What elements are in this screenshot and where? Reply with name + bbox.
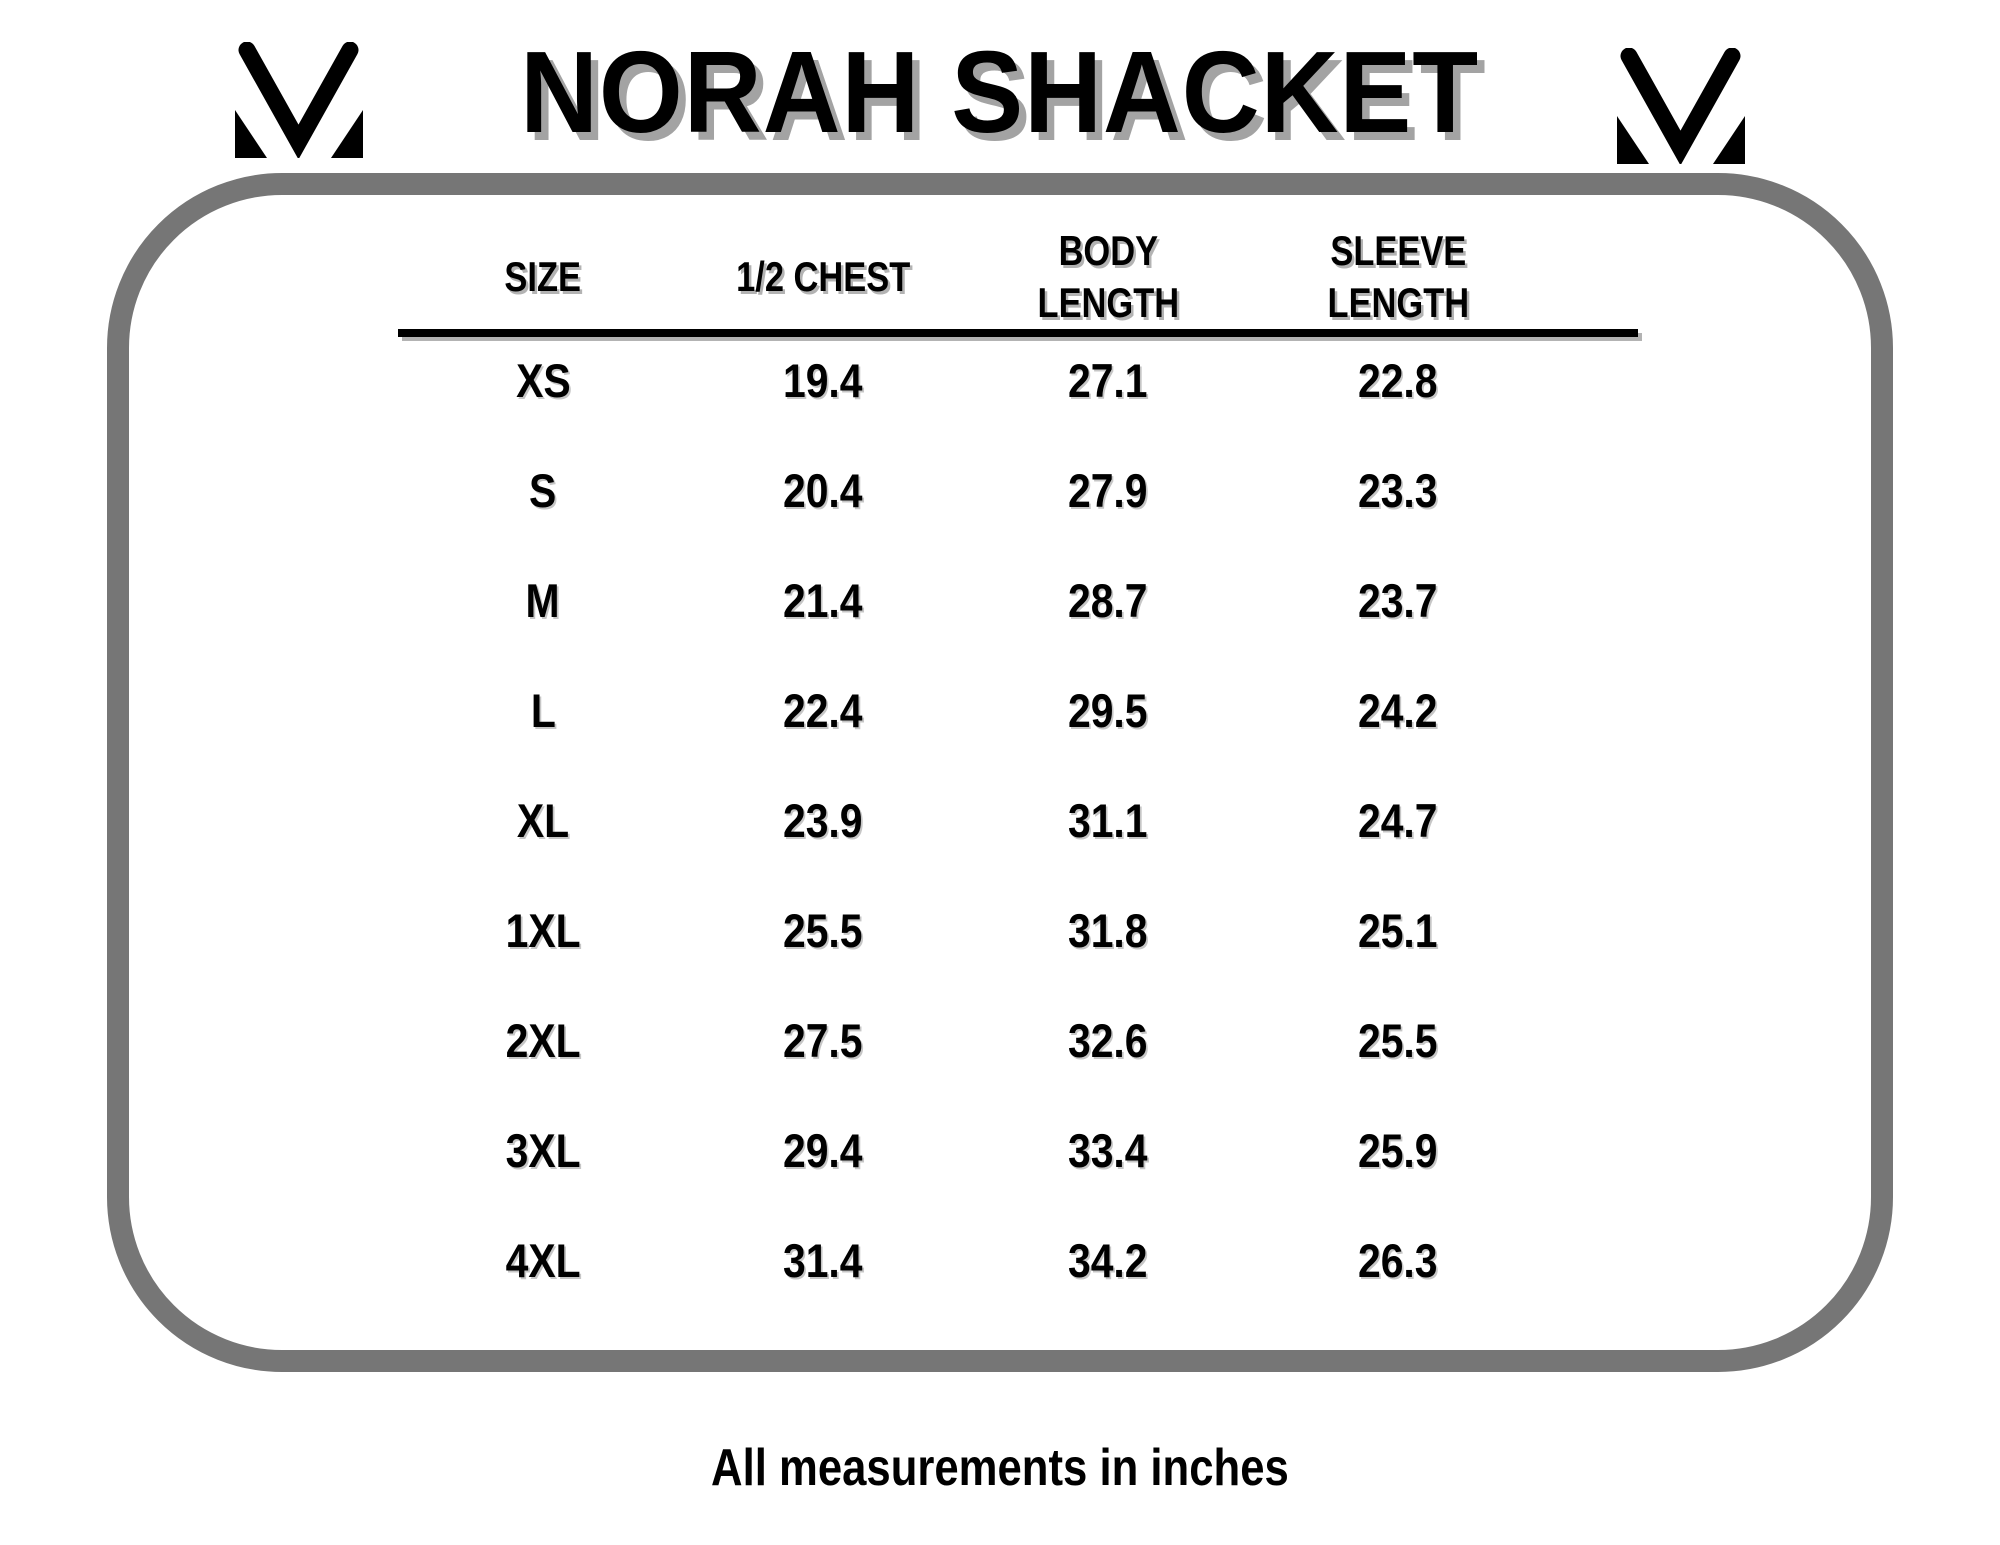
measurement-value: 27.5 bbox=[783, 1013, 863, 1067]
size-chart-panel bbox=[107, 173, 1893, 1372]
size-label-cell: S bbox=[398, 435, 688, 545]
size-label: 2XL bbox=[505, 1013, 581, 1067]
measurement-value-cell: 28.7 bbox=[958, 545, 1258, 655]
measurement-value: 29.4 bbox=[783, 1123, 863, 1177]
measurement-value: 34.2 bbox=[1068, 1233, 1148, 1287]
size-label: XL bbox=[516, 793, 570, 847]
measurement-value-cell: 27.9 bbox=[958, 435, 1258, 545]
brand-logo-left bbox=[235, 42, 363, 158]
header-separator-line bbox=[398, 329, 1638, 337]
measurement-value-cell: 25.9 bbox=[1258, 1095, 1538, 1205]
measurement-value-cell: 32.6 bbox=[958, 985, 1258, 1095]
page-title: NORAH SHACKET bbox=[0, 34, 2000, 150]
measurement-value: 23.3 bbox=[1358, 463, 1438, 517]
measurement-value: 19.4 bbox=[783, 353, 863, 407]
measurement-value-cell: 26.3 bbox=[1258, 1205, 1538, 1315]
measurement-value-cell: 25.5 bbox=[688, 875, 958, 985]
measurement-value-cell: 24.2 bbox=[1258, 655, 1538, 765]
measurement-value: 26.3 bbox=[1358, 1233, 1438, 1287]
measurement-value-cell: 22.4 bbox=[688, 655, 958, 765]
measurements-note: All measurements in inches bbox=[0, 1438, 2000, 1498]
measurement-value: 32.6 bbox=[1068, 1013, 1148, 1067]
measurement-value: 24.7 bbox=[1358, 793, 1438, 847]
size-label-cell: M bbox=[398, 545, 688, 655]
size-label-cell: 4XL bbox=[398, 1205, 688, 1315]
m-monogram-icon bbox=[235, 42, 363, 158]
measurement-value: 31.8 bbox=[1068, 903, 1148, 957]
size-label: S bbox=[529, 463, 557, 517]
measurement-value: 25.9 bbox=[1358, 1123, 1438, 1177]
m-monogram-icon bbox=[1617, 48, 1745, 164]
column-header-label: BODY LENGTH bbox=[1037, 227, 1179, 326]
table-body: XS 19.4 27.1 22.8 S 20.4 27.9 23.3 M 21.4 28.7 23.7… bbox=[398, 325, 1538, 1315]
column-header-label: SIZE bbox=[504, 253, 582, 300]
size-label: XS bbox=[515, 353, 571, 407]
brand-logo-right bbox=[1617, 48, 1745, 164]
measurement-value-cell: 23.9 bbox=[688, 765, 958, 875]
measurement-value-cell: 21.4 bbox=[688, 545, 958, 655]
measurement-value-cell: 25.5 bbox=[1258, 985, 1538, 1095]
page-title-text: NORAH SHACKET bbox=[520, 27, 1480, 157]
measurement-value: 22.4 bbox=[783, 683, 863, 737]
size-label: 1XL bbox=[505, 903, 581, 957]
measurement-value-cell: 34.2 bbox=[958, 1205, 1258, 1315]
size-label-cell: 1XL bbox=[398, 875, 688, 985]
column-header-half-chest: 1/2 CHEST bbox=[688, 212, 958, 342]
measurement-value: 23.7 bbox=[1358, 573, 1438, 627]
measurement-value: 31.4 bbox=[783, 1233, 863, 1287]
measurement-value: 28.7 bbox=[1068, 573, 1148, 627]
measurement-value: 33.4 bbox=[1068, 1123, 1148, 1177]
size-label: L bbox=[530, 683, 556, 737]
measurement-value: 27.9 bbox=[1068, 463, 1148, 517]
measurement-value-cell: 31.8 bbox=[958, 875, 1258, 985]
measurements-note-text: All measurements in inches bbox=[711, 1439, 1289, 1497]
measurement-value: 27.1 bbox=[1068, 353, 1148, 407]
measurement-value-cell: 27.5 bbox=[688, 985, 958, 1095]
measurement-value: 25.1 bbox=[1358, 903, 1438, 957]
measurement-value: 25.5 bbox=[783, 903, 863, 957]
size-label: M bbox=[525, 573, 561, 627]
measurement-value: 29.5 bbox=[1068, 683, 1148, 737]
measurement-value: 23.9 bbox=[783, 793, 863, 847]
measurement-value: 20.4 bbox=[783, 463, 863, 517]
measurement-value-cell: 27.1 bbox=[958, 325, 1258, 435]
measurement-value: 25.5 bbox=[1358, 1013, 1438, 1067]
table-header-row: SIZE 1/2 CHEST BODY LENGTH SLEEVE LENGTH bbox=[398, 212, 1538, 342]
column-header-label: 1/2 CHEST bbox=[735, 253, 911, 300]
size-label-cell: XL bbox=[398, 765, 688, 875]
measurement-value-cell: 23.3 bbox=[1258, 435, 1538, 545]
measurement-value: 21.4 bbox=[783, 573, 863, 627]
size-label-cell: 2XL bbox=[398, 985, 688, 1095]
column-header-body-length: BODY LENGTH bbox=[958, 212, 1258, 342]
measurement-value-cell: 25.1 bbox=[1258, 875, 1538, 985]
measurement-value-cell: 31.1 bbox=[958, 765, 1258, 875]
column-header-size: SIZE bbox=[398, 212, 688, 342]
measurement-value-cell: 19.4 bbox=[688, 325, 958, 435]
measurement-value-cell: 33.4 bbox=[958, 1095, 1258, 1205]
size-label-cell: 3XL bbox=[398, 1095, 688, 1205]
size-label-cell: L bbox=[398, 655, 688, 765]
measurement-value-cell: 24.7 bbox=[1258, 765, 1538, 875]
measurement-value-cell: 20.4 bbox=[688, 435, 958, 545]
measurement-value: 22.8 bbox=[1358, 353, 1438, 407]
column-header-label: SLEEVE LENGTH bbox=[1327, 227, 1469, 326]
size-label: 3XL bbox=[505, 1123, 581, 1177]
measurement-value: 24.2 bbox=[1358, 683, 1438, 737]
measurement-value-cell: 23.7 bbox=[1258, 545, 1538, 655]
size-label-cell: XS bbox=[398, 325, 688, 435]
column-header-sleeve-length: SLEEVE LENGTH bbox=[1258, 212, 1538, 342]
measurement-value-cell: 29.4 bbox=[688, 1095, 958, 1205]
measurement-value-cell: 31.4 bbox=[688, 1205, 958, 1315]
measurement-value: 31.1 bbox=[1068, 793, 1148, 847]
size-label: 4XL bbox=[505, 1233, 581, 1287]
measurement-value-cell: 29.5 bbox=[958, 655, 1258, 765]
measurement-value-cell: 22.8 bbox=[1258, 325, 1538, 435]
